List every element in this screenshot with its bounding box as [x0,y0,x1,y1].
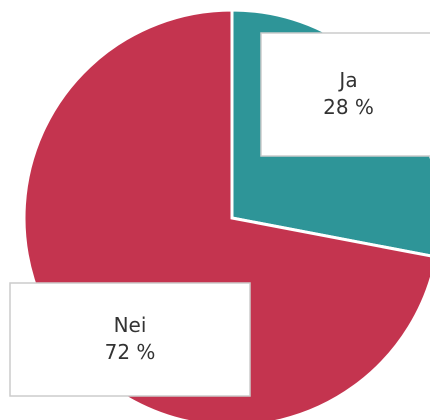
label-box [9,282,251,397]
slice-value-label: 28 % [323,95,374,119]
label-box [260,32,430,157]
slice-label: Ja [337,68,357,92]
slice-label: Nei [114,313,147,337]
slice-value-label: 72 % [105,340,156,364]
